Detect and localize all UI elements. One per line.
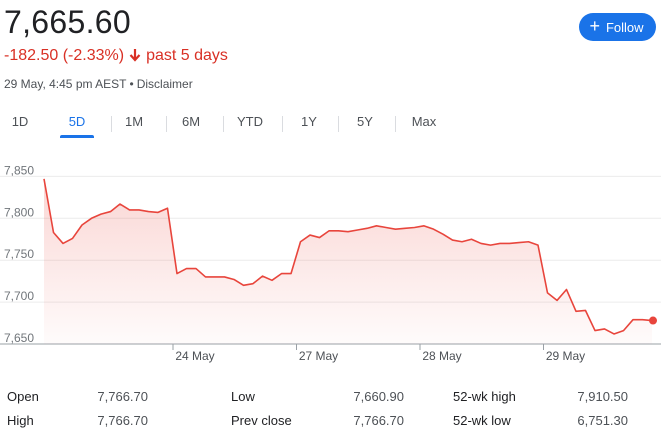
tab-divider bbox=[166, 116, 167, 132]
stat-value-52wk-high: 7,910.50 bbox=[577, 389, 628, 404]
price-change: -182.50 (-2.33%) past 5 days bbox=[4, 46, 228, 66]
tab-1m[interactable]: 1M bbox=[124, 114, 144, 129]
x-tick-label: 29 May bbox=[546, 349, 585, 363]
x-tick-label: 24 May bbox=[175, 349, 214, 363]
change-value: -182.50 (-2.33%) bbox=[4, 47, 125, 64]
tab-divider bbox=[282, 116, 283, 132]
tab-1y[interactable]: 1Y bbox=[301, 114, 317, 129]
stat-label-high: High bbox=[7, 413, 34, 428]
stat-label-52wk-high: 52-wk high bbox=[453, 389, 516, 404]
tab-5y[interactable]: 5Y bbox=[357, 114, 373, 129]
tab-5d[interactable]: 5D bbox=[60, 108, 94, 138]
last-price-marker bbox=[649, 316, 657, 325]
tab-divider bbox=[223, 116, 224, 132]
stat-label-52wk-low: 52-wk low bbox=[453, 413, 511, 428]
stat-label-prev-close: Prev close bbox=[231, 413, 292, 428]
tab-divider bbox=[111, 116, 112, 132]
x-tick-label: 28 May bbox=[422, 349, 461, 363]
change-period: past 5 days bbox=[146, 47, 228, 64]
tab-6m[interactable]: 6M bbox=[181, 114, 201, 129]
range-tabs: 1D 5D 1M 6M YTD 1Y 5Y Max bbox=[0, 108, 661, 138]
stat-label-open: Open bbox=[7, 389, 39, 404]
stat-value-open: 7,766.70 bbox=[97, 389, 148, 404]
y-tick-label: 7,850 bbox=[4, 163, 34, 177]
stat-label-low: Low bbox=[231, 389, 255, 404]
stat-value-52wk-low: 6,751.30 bbox=[577, 413, 628, 428]
stock-price: 7,665.60 bbox=[4, 4, 131, 40]
follow-button[interactable]: + Follow bbox=[579, 13, 656, 41]
tab-divider bbox=[338, 116, 339, 132]
y-tick-label: 7,750 bbox=[4, 247, 34, 261]
quote-timestamp: 29 May, 4:45 pm AEST bbox=[4, 77, 127, 91]
price-area bbox=[44, 178, 652, 344]
y-tick-label: 7,800 bbox=[4, 205, 34, 219]
stat-value-low: 7,660.90 bbox=[353, 389, 404, 404]
stat-value-high: 7,766.70 bbox=[97, 413, 148, 428]
follow-label: Follow bbox=[605, 19, 644, 35]
tab-max[interactable]: Max bbox=[411, 114, 437, 129]
arrow-down-icon bbox=[129, 49, 141, 62]
plus-icon: + bbox=[589, 16, 600, 36]
price-chart[interactable]: 7,650 7,700 7,750 7,800 7,850 24 May 27 May 28 … bbox=[0, 160, 661, 375]
y-tick-label: 7,700 bbox=[4, 289, 34, 303]
x-tick-label: 27 May bbox=[299, 349, 338, 363]
stat-value-prev-close: 7,766.70 bbox=[353, 413, 404, 428]
tab-ytd[interactable]: YTD bbox=[237, 114, 263, 129]
tab-divider bbox=[395, 116, 396, 132]
quote-meta: 29 May, 4:45 pm AEST • Disclaimer bbox=[4, 76, 193, 92]
disclaimer-link[interactable]: Disclaimer bbox=[136, 77, 193, 91]
meta-separator: • bbox=[129, 77, 134, 91]
tab-1d[interactable]: 1D bbox=[11, 114, 29, 129]
y-tick-label: 7,650 bbox=[4, 331, 34, 345]
